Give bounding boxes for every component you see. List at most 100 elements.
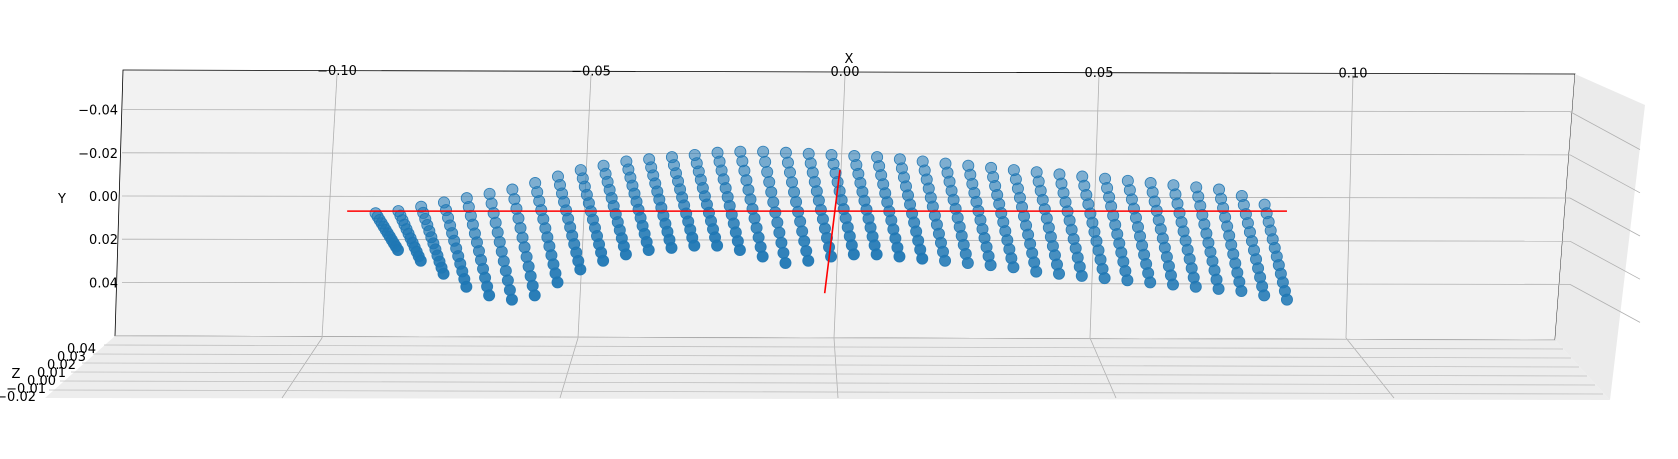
scatter-point [775, 236, 788, 249]
scatter-point [794, 215, 807, 228]
reference-axes [347, 169, 1287, 294]
scatter-point [688, 239, 701, 252]
scatter-point [788, 186, 801, 199]
scatter-point [761, 165, 774, 178]
y-axis-line [823, 169, 841, 294]
scatter-point [1030, 265, 1043, 278]
scatter-point [518, 241, 531, 254]
z-tick-label: −0.01 [6, 382, 46, 397]
z-tick-label: 0.01 [37, 366, 66, 381]
y-side-grid-line [1569, 240, 1641, 280]
scatter-point [483, 187, 496, 200]
scatter-point [414, 254, 427, 267]
scatter-point [800, 244, 813, 257]
scatter-point [493, 235, 506, 248]
scatter-point [642, 243, 655, 256]
z-grid-line [59, 380, 1596, 386]
scatter-point [495, 245, 508, 258]
scatter-point [756, 250, 769, 263]
scatter-point [961, 256, 974, 269]
scatter-point [733, 243, 746, 256]
x-grid-line [1089, 74, 1100, 339]
x-tick-label: −0.10 [317, 64, 357, 79]
scatter-point [779, 256, 792, 269]
scatter-point [771, 216, 784, 229]
scatter-point [790, 195, 803, 208]
scatter-point [437, 267, 450, 280]
scatter-point [769, 206, 782, 219]
z-tick-label: 0.00 [27, 374, 56, 389]
scatter-point [487, 207, 500, 220]
scatter-point [767, 196, 780, 209]
scatter-point [508, 193, 521, 206]
y-axis-label: Y [57, 192, 66, 207]
scatter-point [893, 250, 906, 263]
x-tick-label: 0.10 [1339, 66, 1368, 81]
scatter-point [491, 226, 504, 239]
scatter-point [526, 279, 539, 292]
scatter-point [499, 264, 512, 277]
scatter-point [391, 243, 404, 256]
y-side-grid-line [1569, 154, 1641, 194]
scatter-point [528, 289, 541, 302]
x-floor-grid-line [833, 337, 839, 399]
scatter-point [522, 260, 535, 273]
x-axis-label: X [845, 52, 854, 67]
y-grid-line [121, 281, 1571, 285]
x-floor-grid-line [281, 337, 323, 399]
scatter-point [825, 250, 838, 263]
scatter-point [916, 252, 929, 265]
scatter-point [1007, 261, 1020, 274]
grid-lines [48, 74, 1641, 399]
scatter-point [460, 280, 473, 293]
scatter-point [765, 186, 778, 199]
scatter-point [1098, 272, 1111, 285]
z-grid-line [114, 335, 1556, 341]
y-grid-line [121, 152, 1571, 156]
scatter-point [597, 254, 610, 267]
scatter-point [510, 202, 523, 215]
scatter-point [759, 155, 772, 168]
scatter-point [870, 248, 883, 261]
scatter-point [1075, 269, 1088, 282]
scatter-point [619, 248, 632, 261]
scatter-point [779, 146, 792, 159]
x-grid-line [1345, 74, 1354, 339]
x-floor-grid-line [559, 337, 579, 399]
scatter-point [773, 226, 786, 239]
scatter-point [665, 241, 678, 254]
z-tick-label: 0.02 [47, 358, 76, 373]
y-tick-label: −0.04 [78, 104, 118, 119]
y-tick-label: 0.00 [89, 190, 118, 205]
z-grid-line [70, 371, 1588, 377]
right-pane [1555, 74, 1645, 400]
z-grid-line [92, 353, 1572, 359]
x-tick-label: 0.00 [831, 65, 860, 80]
scatter-point [1121, 274, 1134, 287]
scatter-point [783, 166, 796, 179]
scatter-point [506, 183, 519, 196]
scatter-point [711, 239, 724, 252]
y-tick-label: −0.02 [78, 147, 118, 162]
scatter-point [763, 176, 776, 189]
z-axis-label: Z [12, 367, 21, 382]
x-tick-label: 0.05 [1085, 66, 1114, 81]
scatter-point [847, 248, 860, 261]
scatter-point [796, 225, 809, 238]
z-tick-label: 0.03 [57, 350, 86, 365]
scatter-point [501, 274, 514, 287]
y-tick-label: 0.04 [89, 276, 118, 291]
scatter-point [483, 289, 496, 302]
x-grid-line [321, 74, 338, 339]
scatter-point [1258, 289, 1271, 302]
scatter-point [551, 276, 564, 289]
z-grid-line [103, 344, 1564, 350]
scatter-point [505, 293, 518, 306]
scatter-point [786, 176, 799, 189]
z-tick-label: −0.02 [0, 390, 36, 405]
y-side-grid-line [1569, 284, 1641, 323]
scatter-point [1189, 280, 1202, 293]
scatter-point [1280, 293, 1293, 306]
